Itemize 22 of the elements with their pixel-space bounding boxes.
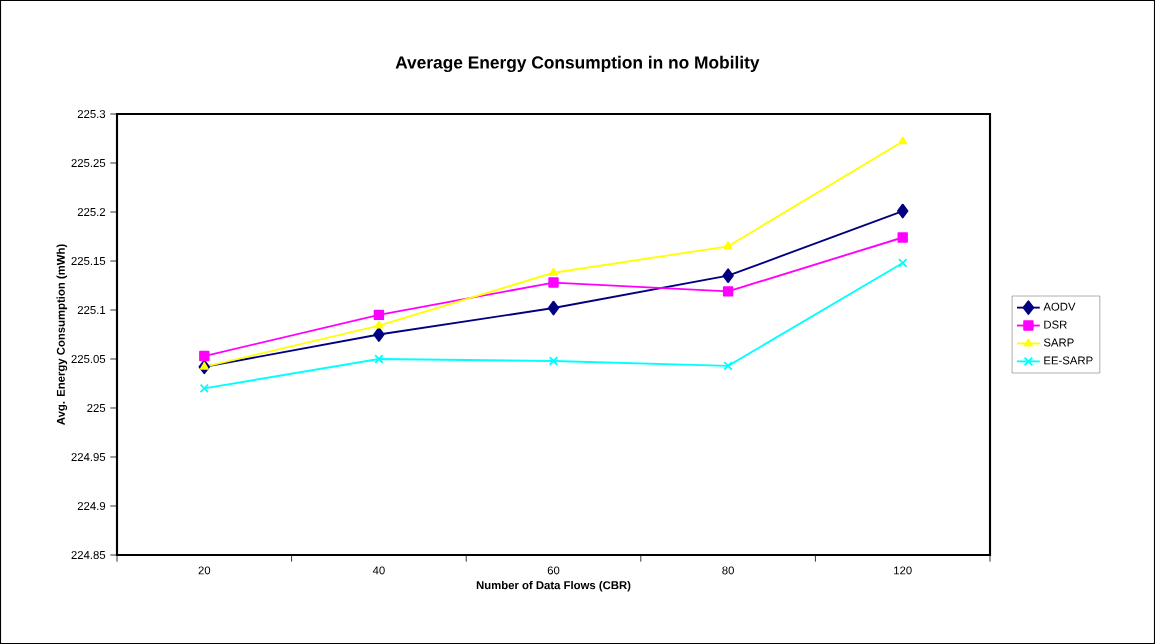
- x-tick-label: 60: [547, 566, 560, 575]
- chart-title: Average Energy Consumption in no Mobility: [395, 55, 760, 73]
- legend-label: EE-SARP: [1044, 356, 1093, 365]
- y-tick-label: 225: [87, 404, 106, 413]
- x-tick-label: 20: [198, 566, 211, 575]
- y-tick-label: 224.85: [71, 551, 106, 559]
- y-tick-label: 224.95: [71, 453, 106, 462]
- y-tick-label: 225.1: [77, 306, 106, 315]
- x-axis-title: Number of Data Flows (CBR): [476, 580, 631, 592]
- x-tick-label: 80: [722, 566, 734, 575]
- legend-label: SARP: [1043, 338, 1074, 347]
- x-tick-label: 40: [372, 566, 385, 575]
- y-tick-label: 225.05: [71, 355, 106, 364]
- legend-label: DSR: [1044, 320, 1067, 329]
- y-tick-label: 224.9: [77, 502, 106, 510]
- y-tick-label: 225.25: [71, 159, 106, 168]
- y-axis-title: Avg. Energy Consumption (mWh): [56, 244, 68, 425]
- y-tick-label: 225.15: [71, 257, 106, 266]
- x-tick-label: 120: [894, 566, 912, 575]
- y-tick-label: 225.2: [77, 208, 106, 217]
- y-tick-label: 225.3: [77, 110, 106, 119]
- legend-label: AODV: [1043, 302, 1076, 311]
